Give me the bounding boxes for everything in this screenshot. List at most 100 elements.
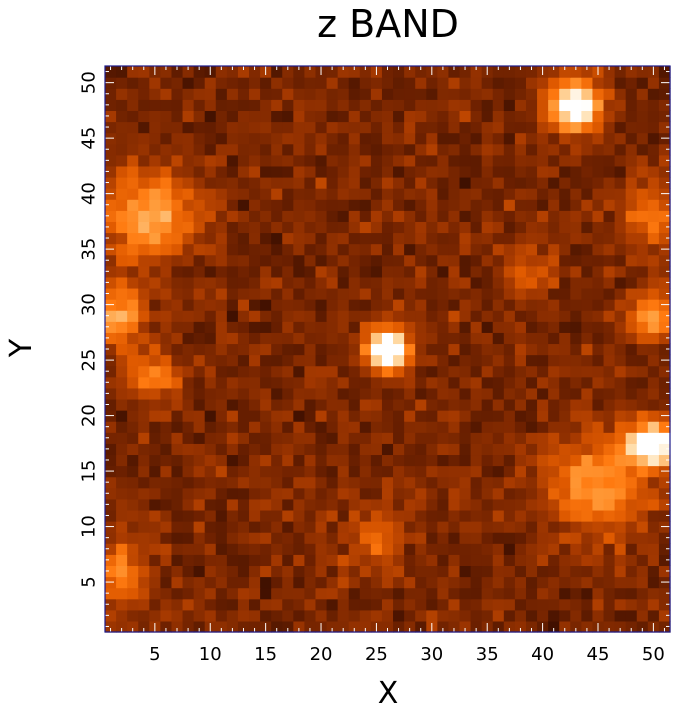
heatmap-cell bbox=[326, 199, 339, 211]
heatmap-cell bbox=[116, 299, 128, 311]
heatmap-cell bbox=[160, 487, 173, 500]
heatmap-cell bbox=[127, 343, 139, 356]
heatmap-cell bbox=[514, 609, 527, 622]
heatmap-cell bbox=[481, 232, 494, 245]
heatmap-cell bbox=[348, 398, 361, 411]
heatmap-cell bbox=[415, 232, 427, 245]
heatmap-cell bbox=[503, 321, 516, 333]
heatmap-cell bbox=[614, 243, 627, 256]
heatmap-cell bbox=[492, 576, 505, 589]
heatmap-cell bbox=[470, 365, 483, 378]
heatmap-cell bbox=[215, 221, 228, 234]
heatmap-cell bbox=[548, 343, 560, 356]
heatmap-cell bbox=[415, 509, 427, 522]
heatmap-cell bbox=[348, 332, 361, 345]
heatmap-cell bbox=[160, 398, 173, 411]
heatmap-cell bbox=[370, 232, 383, 245]
heatmap-cell bbox=[503, 465, 516, 478]
heatmap-cell bbox=[237, 454, 250, 467]
heatmap-cell bbox=[548, 210, 560, 222]
heatmap-cell bbox=[249, 398, 261, 411]
heatmap-cell bbox=[525, 199, 538, 211]
heatmap-cell bbox=[370, 88, 383, 100]
heatmap-cell bbox=[514, 465, 527, 478]
heatmap-cell bbox=[348, 210, 361, 222]
heatmap-cell bbox=[404, 398, 416, 411]
y-axis-label: Y bbox=[4, 338, 39, 358]
heatmap-cell bbox=[448, 99, 461, 111]
heatmap-cell bbox=[204, 476, 217, 489]
heatmap-cell bbox=[116, 532, 128, 544]
heatmap-cell bbox=[204, 532, 217, 544]
heatmap-cell bbox=[614, 620, 627, 633]
heatmap-cell bbox=[105, 376, 117, 389]
heatmap-cell bbox=[304, 398, 317, 411]
heatmap-cell bbox=[271, 121, 283, 134]
heatmap-cell bbox=[525, 487, 538, 500]
heatmap-cell bbox=[182, 66, 195, 78]
heatmap-cell bbox=[470, 199, 483, 211]
heatmap-cell bbox=[149, 99, 161, 111]
heatmap-cell bbox=[481, 565, 494, 578]
heatmap-cell bbox=[404, 254, 416, 267]
heatmap-cell bbox=[647, 521, 660, 533]
heatmap-cell bbox=[603, 465, 616, 478]
heatmap-cell bbox=[548, 188, 560, 200]
heatmap-cell bbox=[260, 598, 272, 611]
heatmap-cell bbox=[116, 287, 128, 300]
heatmap-cell bbox=[614, 199, 627, 211]
heatmap-cell bbox=[370, 465, 383, 478]
heatmap-cell bbox=[503, 143, 516, 156]
heatmap-cell bbox=[215, 343, 228, 356]
heatmap-cell bbox=[470, 532, 483, 544]
heatmap-cell bbox=[481, 210, 494, 222]
heatmap-cell bbox=[470, 232, 483, 245]
heatmap-cell bbox=[249, 188, 261, 200]
heatmap-cell bbox=[160, 387, 173, 400]
heatmap-cell bbox=[581, 254, 594, 267]
heatmap-cell bbox=[348, 487, 361, 500]
heatmap-cell bbox=[171, 243, 184, 256]
heatmap-cell bbox=[204, 321, 217, 333]
heatmap-cell bbox=[459, 554, 472, 567]
heatmap-cell bbox=[437, 154, 450, 167]
heatmap-cell bbox=[271, 543, 283, 555]
heatmap-cell bbox=[537, 432, 549, 444]
heatmap-cell bbox=[448, 565, 461, 578]
heatmap-cell bbox=[636, 576, 649, 589]
heatmap-cell bbox=[625, 99, 638, 111]
heatmap-cell bbox=[171, 465, 184, 478]
heatmap-cell bbox=[315, 376, 328, 389]
heatmap-cell bbox=[105, 609, 117, 622]
heatmap-cell bbox=[548, 254, 560, 267]
heatmap-cell bbox=[182, 77, 195, 89]
heatmap-cell bbox=[426, 199, 438, 211]
heatmap-cell bbox=[370, 110, 383, 123]
heatmap-cell bbox=[282, 310, 294, 322]
heatmap-cell bbox=[570, 99, 582, 111]
heatmap-cell bbox=[570, 532, 582, 544]
heatmap-cell bbox=[160, 299, 173, 311]
heatmap-cell bbox=[226, 287, 239, 300]
heatmap-cell bbox=[625, 88, 638, 100]
heatmap-cell bbox=[614, 565, 627, 578]
heatmap-cell bbox=[625, 365, 638, 378]
heatmap-cell bbox=[249, 254, 261, 267]
heatmap-cell bbox=[404, 299, 416, 311]
heatmap-cell bbox=[182, 188, 195, 200]
heatmap-cell bbox=[105, 509, 117, 522]
heatmap-cell bbox=[193, 609, 206, 622]
heatmap-cell bbox=[448, 66, 461, 78]
heatmap-cell bbox=[160, 609, 173, 622]
heatmap-cell bbox=[260, 465, 272, 478]
heatmap-cell bbox=[249, 343, 261, 356]
heatmap-cell bbox=[160, 543, 173, 555]
heatmap-cell bbox=[260, 299, 272, 311]
heatmap-cell bbox=[359, 199, 372, 211]
heatmap-cell bbox=[603, 199, 616, 211]
heatmap-cell bbox=[260, 365, 272, 378]
heatmap-cell bbox=[182, 265, 195, 278]
heatmap-cell bbox=[160, 66, 173, 78]
heatmap-cell bbox=[359, 443, 372, 456]
heatmap-cell bbox=[415, 465, 427, 478]
